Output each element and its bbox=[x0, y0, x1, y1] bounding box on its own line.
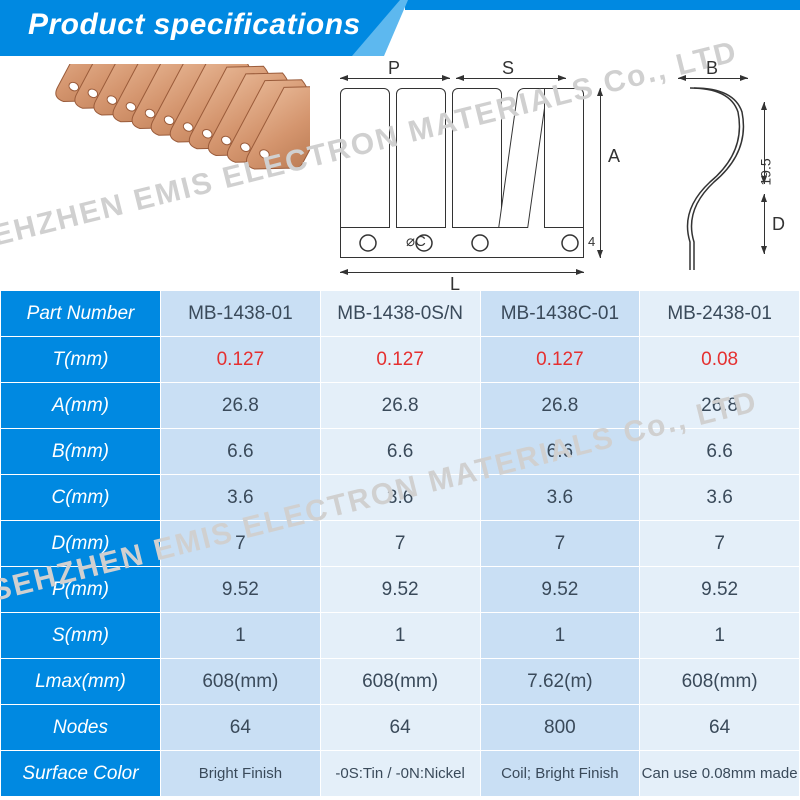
cell: Bright Finish bbox=[161, 751, 321, 797]
technical-drawing: P S ⌀C A 4 L B D bbox=[320, 64, 790, 290]
cell: Coil; Bright Finish bbox=[480, 751, 640, 797]
label-B: B bbox=[706, 58, 718, 79]
cell: Can use 0.08mm made bbox=[640, 751, 800, 797]
finger-3 bbox=[452, 88, 502, 228]
label-A: A bbox=[608, 146, 620, 167]
cell: 608(mm) bbox=[640, 659, 800, 705]
label-gap: 4 bbox=[588, 234, 595, 249]
header: Product specifications bbox=[0, 0, 800, 56]
label-C: ⌀C bbox=[406, 232, 426, 250]
row-label: Part Number bbox=[1, 291, 161, 337]
spec-table: Part NumberMB-1438-01MB-1438-0S/NMB-1438… bbox=[0, 290, 800, 797]
top-area: P S ⌀C A 4 L B D bbox=[0, 56, 800, 290]
cell: 7 bbox=[640, 521, 800, 567]
header-stripe bbox=[405, 0, 800, 10]
cell: 1 bbox=[320, 613, 480, 659]
dim-D bbox=[764, 194, 765, 254]
dim-L bbox=[340, 272, 584, 273]
cell: 800 bbox=[480, 705, 640, 751]
product-render bbox=[10, 64, 310, 290]
row-label: S(mm) bbox=[1, 613, 161, 659]
cell: 3.6 bbox=[480, 475, 640, 521]
cell: -0S:Tin / -0N:Nickel bbox=[320, 751, 480, 797]
row-label: B(mm) bbox=[1, 429, 161, 475]
cell: 64 bbox=[320, 705, 480, 751]
cell: 7 bbox=[320, 521, 480, 567]
cell: 26.8 bbox=[320, 383, 480, 429]
label-D: D bbox=[772, 214, 785, 235]
finger-2 bbox=[396, 88, 446, 228]
cell: 1 bbox=[480, 613, 640, 659]
row-label: A(mm) bbox=[1, 383, 161, 429]
cell: 9.52 bbox=[320, 567, 480, 613]
finger-4 bbox=[544, 88, 584, 228]
row-label: Nodes bbox=[1, 705, 161, 751]
label-h: 19.5 bbox=[758, 158, 774, 185]
cell: MB-2438-01 bbox=[640, 291, 800, 337]
cell: 9.52 bbox=[640, 567, 800, 613]
cell: 9.52 bbox=[480, 567, 640, 613]
row-label: P(mm) bbox=[1, 567, 161, 613]
cell: 608(mm) bbox=[320, 659, 480, 705]
cell: 0.127 bbox=[480, 337, 640, 383]
cell: 7 bbox=[480, 521, 640, 567]
page-title: Product specifications bbox=[28, 8, 361, 42]
row-label: Lmax(mm) bbox=[1, 659, 161, 705]
cell: 26.8 bbox=[640, 383, 800, 429]
cell: 6.6 bbox=[480, 429, 640, 475]
cell: 6.6 bbox=[320, 429, 480, 475]
cell: 6.6 bbox=[161, 429, 321, 475]
cell: 3.6 bbox=[320, 475, 480, 521]
cell: 3.6 bbox=[161, 475, 321, 521]
cell: 26.8 bbox=[161, 383, 321, 429]
cell: MB-1438-0S/N bbox=[320, 291, 480, 337]
cell: MB-1438C-01 bbox=[480, 291, 640, 337]
row-label: Surface Color bbox=[1, 751, 161, 797]
cell: MB-1438-01 bbox=[161, 291, 321, 337]
label-S: S bbox=[502, 58, 514, 79]
cell: 7 bbox=[161, 521, 321, 567]
cell: 9.52 bbox=[161, 567, 321, 613]
row-label: D(mm) bbox=[1, 521, 161, 567]
cell: 64 bbox=[640, 705, 800, 751]
cell: 608(mm) bbox=[161, 659, 321, 705]
row-label: C(mm) bbox=[1, 475, 161, 521]
label-P: P bbox=[388, 58, 400, 79]
finger-1 bbox=[340, 88, 390, 228]
cell: 6.6 bbox=[640, 429, 800, 475]
cell: 7.62(m) bbox=[480, 659, 640, 705]
cell: 0.127 bbox=[161, 337, 321, 383]
label-L: L bbox=[450, 274, 460, 295]
dim-A bbox=[600, 88, 601, 258]
cell: 3.6 bbox=[640, 475, 800, 521]
cell: 0.127 bbox=[320, 337, 480, 383]
cell: 64 bbox=[161, 705, 321, 751]
cell: 26.8 bbox=[480, 383, 640, 429]
finger-break bbox=[498, 88, 548, 228]
cell: 0.08 bbox=[640, 337, 800, 383]
cell: 1 bbox=[640, 613, 800, 659]
row-label: T(mm) bbox=[1, 337, 161, 383]
cell: 1 bbox=[161, 613, 321, 659]
